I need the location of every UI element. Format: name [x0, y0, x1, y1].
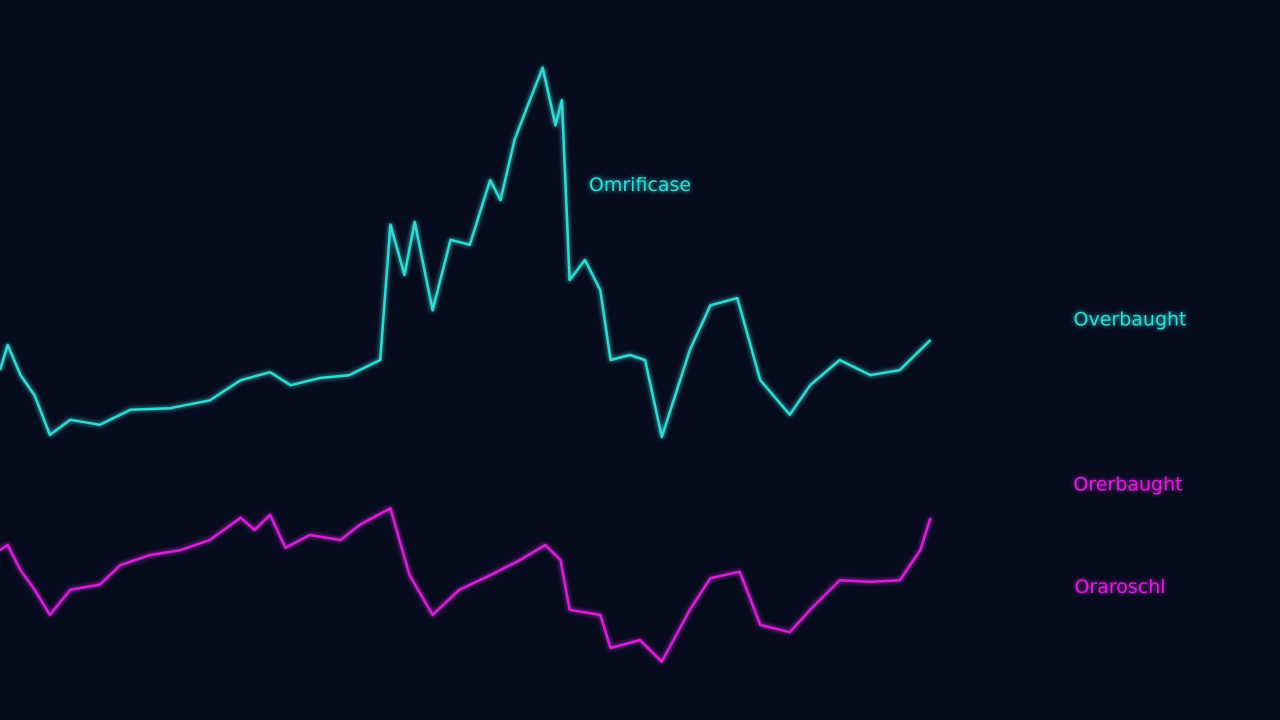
level-label: Overbaught: [1074, 309, 1187, 331]
series-line: [0, 66, 932, 439]
level-label: Orerbaught: [1073, 474, 1182, 496]
series-line: [0, 507, 932, 663]
level-label: Omrificase: [589, 174, 691, 196]
level-label: Oraroschl: [1074, 576, 1165, 598]
